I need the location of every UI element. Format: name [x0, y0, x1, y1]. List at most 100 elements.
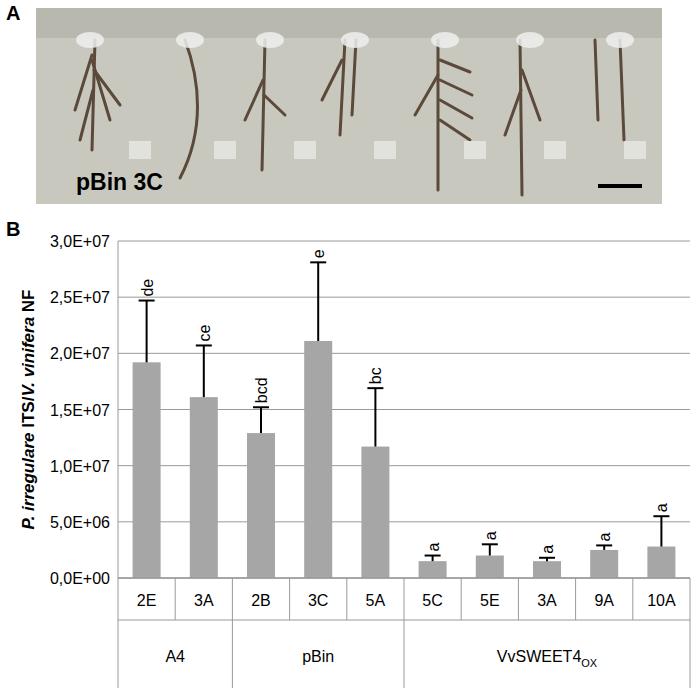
significance-letter: bc: [367, 367, 384, 384]
y-tick-label: 2,0E+07: [50, 345, 110, 362]
category-divider: [175, 578, 176, 620]
root: [505, 90, 521, 135]
category-divider: [461, 578, 462, 620]
root: [520, 40, 522, 195]
figure: ABpBin 3C0,0E+005,0E+061,0E+071,5E+072,0…: [0, 0, 698, 688]
root: [437, 40, 440, 190]
cotton: [516, 32, 544, 48]
bars: [133, 262, 676, 578]
bar: [476, 556, 504, 578]
group-subscript: OX: [581, 657, 598, 669]
agar-plug: [294, 141, 316, 159]
error-bar: [253, 407, 269, 433]
error-bar: [653, 516, 669, 546]
agar-plug: [374, 141, 396, 159]
significance-letter: a: [425, 543, 442, 552]
cotton: [256, 32, 284, 48]
agar-plug: [214, 141, 236, 159]
bar: [304, 341, 332, 578]
y-tick-label: 1,0E+07: [50, 458, 110, 475]
significance-letter: a: [539, 545, 556, 554]
significance-letter: ce: [196, 324, 213, 341]
panel-label: B: [6, 218, 20, 240]
y-tick-label: 2,5E+07: [50, 289, 110, 306]
significance-letter: a: [596, 532, 613, 541]
cotton: [76, 32, 104, 48]
y-axis-label: P. irregulare ITS/V. vinifera NF: [19, 289, 38, 529]
root: [262, 40, 265, 170]
agar-plug: [129, 141, 151, 159]
grid-line: [118, 241, 690, 242]
root: [595, 40, 598, 120]
x-tick-label: 3A: [194, 592, 214, 609]
bar: [133, 362, 161, 578]
significance-letter: a: [653, 503, 670, 512]
root: [440, 60, 470, 72]
category-divider: [346, 578, 347, 620]
x-tick-label: 10A: [647, 592, 676, 609]
x-tick-label: 2B: [251, 592, 271, 609]
bar: [647, 547, 675, 578]
agar-plug: [464, 141, 486, 159]
category-divider: [404, 578, 405, 620]
group-divider: [232, 620, 233, 688]
photo-background: [36, 8, 662, 204]
scale-bar: [598, 184, 642, 188]
group-divider: [690, 620, 691, 688]
cotton: [431, 32, 459, 48]
root: [440, 120, 470, 140]
bar: [590, 550, 618, 578]
bar: [361, 447, 389, 578]
x-tick-label: 2E: [137, 592, 157, 609]
y-tick-label: 5,0E+06: [50, 514, 110, 531]
error-bar: [310, 262, 326, 341]
category-divider: [518, 578, 519, 620]
photo-caption: pBin 3C: [76, 169, 163, 195]
root: [620, 40, 624, 140]
y-axis: [118, 241, 119, 578]
grid-line: [118, 297, 690, 298]
group-divider: [118, 620, 119, 688]
significance-letter: bcd: [253, 377, 270, 403]
root: [522, 70, 540, 120]
root: [322, 60, 342, 100]
root: [340, 40, 345, 135]
y-tick-label: 0,0E+00: [50, 570, 110, 587]
significance-letter: e: [310, 249, 327, 258]
x-tick-label: 9A: [594, 592, 614, 609]
agar-plug: [544, 141, 566, 159]
bar: [419, 561, 447, 578]
group-divider: [404, 620, 405, 688]
category-divider: [575, 578, 576, 620]
group-label: A4: [165, 648, 185, 665]
root: [440, 80, 472, 95]
group-label: pBin: [302, 648, 334, 665]
agar-plug: [624, 141, 646, 159]
root: [264, 95, 285, 115]
y-tick-label: 1,5E+07: [50, 402, 110, 419]
root: [245, 80, 263, 120]
category-divider: [289, 578, 290, 620]
x-tick-label: 5C: [422, 592, 442, 609]
error-bar: [425, 556, 441, 562]
root: [80, 90, 93, 140]
root: [352, 40, 356, 115]
cotton: [176, 32, 204, 48]
cotton: [341, 32, 369, 48]
x-tick-label: 5E: [480, 592, 500, 609]
error-bar: [139, 301, 155, 363]
x-tick-label: 5A: [366, 592, 386, 609]
error-bar: [367, 388, 383, 446]
bar: [190, 397, 218, 578]
y-tick-label: 3,0E+07: [50, 233, 110, 250]
root: [440, 100, 472, 118]
x-tick-label: 3C: [308, 592, 328, 609]
bar: [247, 433, 275, 578]
root: [180, 40, 198, 178]
error-bar: [482, 544, 498, 555]
error-bar: [196, 345, 212, 397]
category-divider: [118, 578, 119, 620]
category-divider: [232, 578, 233, 620]
significance-letter: a: [482, 531, 499, 540]
category-divider: [690, 578, 691, 620]
